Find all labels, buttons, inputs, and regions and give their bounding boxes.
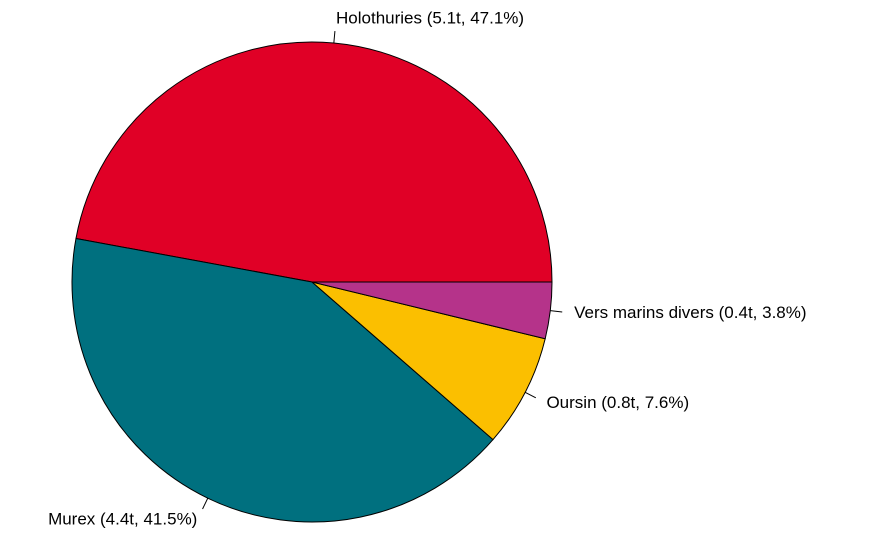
pie-slice <box>311 281 546 441</box>
slice-label: Holothuries (5.1t, 47.1%) <box>336 9 524 28</box>
slice-label: Murex (4.4t, 41.5%) <box>48 509 197 528</box>
leader-line <box>202 497 209 510</box>
pie-slice <box>311 281 553 340</box>
slice-label: Oursin (0.8t, 7.6%) <box>546 393 689 412</box>
leader-line <box>524 391 537 399</box>
leader-line <box>550 310 563 313</box>
pie-slice <box>71 237 494 523</box>
leader-line <box>333 30 336 44</box>
pie-slice <box>75 41 553 283</box>
slice-label: Vers marins divers (0.4t, 3.8%) <box>574 303 806 322</box>
